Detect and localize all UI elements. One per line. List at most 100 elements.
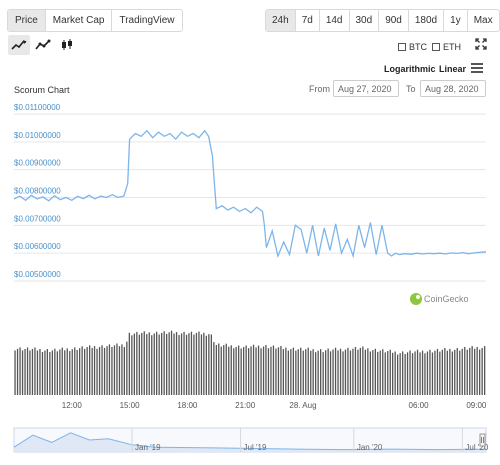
btc-label: BTC xyxy=(409,42,427,52)
logarithmic-toggle[interactable]: Logarithmic xyxy=(384,64,436,74)
btc-checkbox-box[interactable] xyxy=(398,43,406,51)
volume-bar xyxy=(138,334,140,395)
volume-bar xyxy=(382,349,384,395)
area-chart-icon[interactable] xyxy=(32,35,54,55)
volume-bar xyxy=(344,349,347,395)
volume-bar xyxy=(79,348,81,395)
volume-bar xyxy=(230,345,232,395)
volume-bar xyxy=(91,347,93,395)
volume-bar xyxy=(121,344,123,395)
volume-bar xyxy=(459,350,461,395)
volume-bar xyxy=(59,349,61,395)
volume-bar xyxy=(74,347,76,395)
volume-bar xyxy=(123,347,125,395)
volume-bar xyxy=(168,332,170,395)
volume-bar xyxy=(337,350,339,395)
volume-bar xyxy=(469,347,471,395)
tab-price[interactable]: Price xyxy=(8,10,46,31)
volume-bar xyxy=(213,342,215,395)
volume-bar xyxy=(262,346,265,395)
compare-btc-checkbox[interactable]: BTC xyxy=(398,42,427,52)
compare-eth-checkbox[interactable]: ETH xyxy=(432,42,461,52)
volume-bar xyxy=(143,331,145,395)
volume-bar xyxy=(131,335,133,395)
volume-bar xyxy=(466,349,468,395)
volume-bar xyxy=(66,348,68,395)
volume-bar xyxy=(277,347,280,395)
tab-market-cap[interactable]: Market Cap xyxy=(46,10,113,31)
y-tick-label: $0.01100000 xyxy=(14,103,61,112)
volume-bar xyxy=(44,350,46,395)
volume-bar xyxy=(141,333,143,395)
volume-bar xyxy=(334,347,337,395)
volume-bar xyxy=(479,349,481,395)
volume-bar xyxy=(89,345,91,395)
linear-toggle[interactable]: Linear xyxy=(439,64,467,74)
coingecko-watermark: CoinGecko xyxy=(410,293,469,305)
volume-bar xyxy=(225,343,227,395)
volume-bar xyxy=(252,344,255,395)
from-date-input[interactable] xyxy=(333,80,399,97)
volume-bar xyxy=(292,347,294,395)
volume-bar xyxy=(51,350,53,395)
volume-bar xyxy=(404,354,406,395)
range-30d[interactable]: 30d xyxy=(350,10,380,31)
x-tick-label: 21:00 xyxy=(235,401,256,410)
navigator[interactable]: Jan '19 Jul '19 Jan '20 Jul '20 xyxy=(13,427,489,453)
volume-bar xyxy=(476,347,478,395)
volume-bar xyxy=(205,335,207,395)
volume-bar xyxy=(173,333,175,395)
candlestick-icon[interactable] xyxy=(56,35,78,55)
volume-bar xyxy=(280,346,282,395)
volume-bar xyxy=(406,352,409,395)
volume-bar xyxy=(200,334,203,395)
volume-bar xyxy=(156,331,158,395)
volume-bar xyxy=(352,348,354,395)
to-date-input[interactable] xyxy=(420,80,486,97)
range-24h[interactable]: 24h xyxy=(266,10,296,31)
range-7d[interactable]: 7d xyxy=(296,10,320,31)
volume-bar xyxy=(195,333,198,395)
volume-bar xyxy=(210,334,212,395)
volume-bar xyxy=(240,348,242,395)
navigator-line xyxy=(13,432,487,451)
volume-bar xyxy=(397,354,399,395)
range-1y[interactable]: 1y xyxy=(444,10,468,31)
volume-bar xyxy=(322,352,324,395)
volume-bar xyxy=(243,347,245,395)
navigator-label: Jan '19 xyxy=(135,443,161,452)
volume-bar xyxy=(151,335,153,395)
eth-checkbox-box[interactable] xyxy=(432,43,440,51)
volume-bar xyxy=(484,346,486,395)
range-90d[interactable]: 90d xyxy=(379,10,409,31)
navigator-handle[interactable] xyxy=(479,433,486,447)
menu-icon[interactable] xyxy=(471,63,483,73)
volume-bar xyxy=(270,346,272,395)
volume-bar xyxy=(327,348,329,395)
volume-bar xyxy=(93,346,96,395)
volume-bar xyxy=(215,345,217,395)
navigator-label: Jan '20 xyxy=(357,443,383,452)
volume-bar xyxy=(421,350,424,395)
volume-bars xyxy=(14,330,486,395)
volume-bar xyxy=(71,349,73,395)
line-chart-icon[interactable] xyxy=(8,35,30,55)
range-14d[interactable]: 14d xyxy=(320,10,350,31)
volume-bar xyxy=(257,345,260,395)
tab-tradingview[interactable]: TradingView xyxy=(119,15,175,26)
volume-bar xyxy=(290,349,292,395)
range-max[interactable]: Max xyxy=(473,15,493,26)
volume-bar xyxy=(481,347,483,395)
expand-icon[interactable] xyxy=(475,37,487,50)
volume-bar xyxy=(46,349,48,395)
volume-bar xyxy=(183,331,185,395)
volume-bar xyxy=(332,349,334,395)
volume-bar xyxy=(81,346,83,395)
x-axis-labels: 12:00 15:00 18:00 21:00 28. Aug 06:00 09:00 xyxy=(62,401,487,410)
range-selector: 24h 7d 14d 30d 90d 180d 1y Max xyxy=(265,9,500,32)
volume-bar xyxy=(402,351,404,395)
volume-bar xyxy=(342,351,344,395)
volume-bar xyxy=(339,348,342,395)
range-180d[interactable]: 180d xyxy=(409,10,445,31)
